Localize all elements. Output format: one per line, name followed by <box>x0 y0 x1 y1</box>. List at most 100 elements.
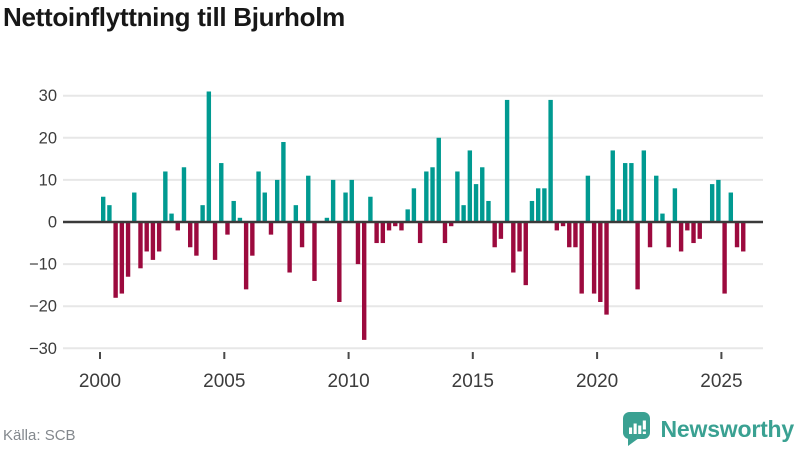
y-axis-tick-label: 10 <box>39 171 57 189</box>
positive-bar <box>728 192 734 222</box>
negative-bar <box>523 222 528 286</box>
newsworthy-logo-icon <box>622 412 650 446</box>
negative-bar <box>144 222 149 252</box>
positive-bar <box>181 167 187 222</box>
positive-bar <box>585 175 591 222</box>
positive-bar <box>132 192 137 222</box>
negative-bar <box>374 222 379 244</box>
positive-bar <box>368 196 373 222</box>
x-axis-tick-label: 2010 <box>327 371 369 392</box>
positive-bar <box>455 171 460 222</box>
negative-bar <box>119 222 125 294</box>
negative-bar <box>386 222 392 231</box>
positive-bar <box>660 213 665 222</box>
negative-bar <box>113 222 118 298</box>
positive-bar <box>424 171 429 222</box>
y-axis-tick-label: −20 <box>29 298 57 316</box>
negative-bar <box>635 222 640 290</box>
x-axis-tick-label: 2020 <box>576 371 618 392</box>
negative-bar <box>517 222 522 252</box>
negative-bar <box>591 222 597 294</box>
negative-bar <box>268 222 274 235</box>
negative-bar <box>399 222 404 231</box>
negative-bar <box>567 222 572 248</box>
positive-bar <box>461 205 466 222</box>
negative-bar <box>361 222 367 340</box>
positive-bar <box>163 171 168 222</box>
negative-bar <box>734 222 740 248</box>
source-label: Källa: SCB <box>3 427 76 444</box>
positive-bar <box>542 188 547 222</box>
positive-bar <box>101 196 106 222</box>
positive-bar <box>610 150 615 222</box>
positive-bar <box>622 163 628 222</box>
positive-bar <box>504 99 510 222</box>
negative-bar <box>691 222 696 244</box>
newsworthy-logo: Newsworthy <box>622 411 794 447</box>
positive-bar <box>405 209 410 222</box>
y-axis-tick-label: −30 <box>29 340 57 358</box>
y-axis-tick-label: 0 <box>48 214 57 232</box>
positive-bar <box>349 179 354 222</box>
negative-bar <box>579 222 584 294</box>
negative-bar <box>225 222 230 235</box>
positive-bar <box>306 175 311 222</box>
positive-bar <box>548 99 553 222</box>
negative-bar <box>511 222 516 273</box>
x-axis-tick-label: 2015 <box>452 371 494 392</box>
negative-bar <box>697 222 702 239</box>
positive-bar <box>486 200 491 222</box>
positive-bar <box>616 209 622 222</box>
positive-bar <box>641 150 647 222</box>
y-axis-tick-label: 20 <box>39 129 57 147</box>
negative-bar <box>722 222 727 294</box>
x-axis-tick-label: 2005 <box>203 371 245 392</box>
negative-bar <box>380 222 386 244</box>
positive-bar <box>237 217 243 222</box>
page-title: Nettoinflyttning till Bjurholm <box>3 2 345 32</box>
positive-bar <box>256 171 261 222</box>
positive-bar <box>293 205 299 222</box>
negative-bar <box>138 222 143 269</box>
negative-bar <box>647 222 653 248</box>
negative-bar <box>448 222 454 227</box>
positive-bar <box>343 192 348 222</box>
positive-bar <box>231 200 236 222</box>
negative-bar <box>299 222 305 248</box>
positive-bar <box>411 188 417 222</box>
x-axis-tick-label: 2000 <box>79 371 121 392</box>
negative-bar <box>312 222 317 281</box>
negative-bar <box>355 222 361 265</box>
positive-bar <box>107 205 112 222</box>
positive-bar <box>330 179 336 222</box>
negative-bar <box>175 222 180 231</box>
negative-bar <box>393 222 398 227</box>
negative-bar <box>741 222 746 252</box>
positive-bar <box>480 167 485 222</box>
negative-bar <box>188 222 193 248</box>
negative-bar <box>442 222 448 244</box>
negative-bar <box>243 222 249 290</box>
negative-bar <box>250 222 255 256</box>
negative-bar <box>498 222 504 239</box>
positive-bar <box>219 163 224 222</box>
negative-bar <box>194 222 199 256</box>
negative-bar <box>150 222 156 260</box>
positive-bar <box>535 188 541 222</box>
positive-bar <box>169 213 174 222</box>
positive-bar <box>274 179 280 222</box>
positive-bar <box>467 150 473 222</box>
positive-bar <box>672 188 678 222</box>
positive-bar <box>716 179 721 222</box>
negative-bar <box>604 222 609 315</box>
newsworthy-logo-text: Newsworthy <box>660 415 795 442</box>
positive-bar <box>473 184 479 222</box>
positive-bar <box>324 217 330 222</box>
positive-bar <box>206 91 212 223</box>
negative-bar <box>125 222 131 277</box>
positive-bar <box>436 137 441 222</box>
negative-bar <box>598 222 603 302</box>
positive-bar <box>709 184 715 222</box>
y-axis-tick-label: 30 <box>39 87 57 105</box>
